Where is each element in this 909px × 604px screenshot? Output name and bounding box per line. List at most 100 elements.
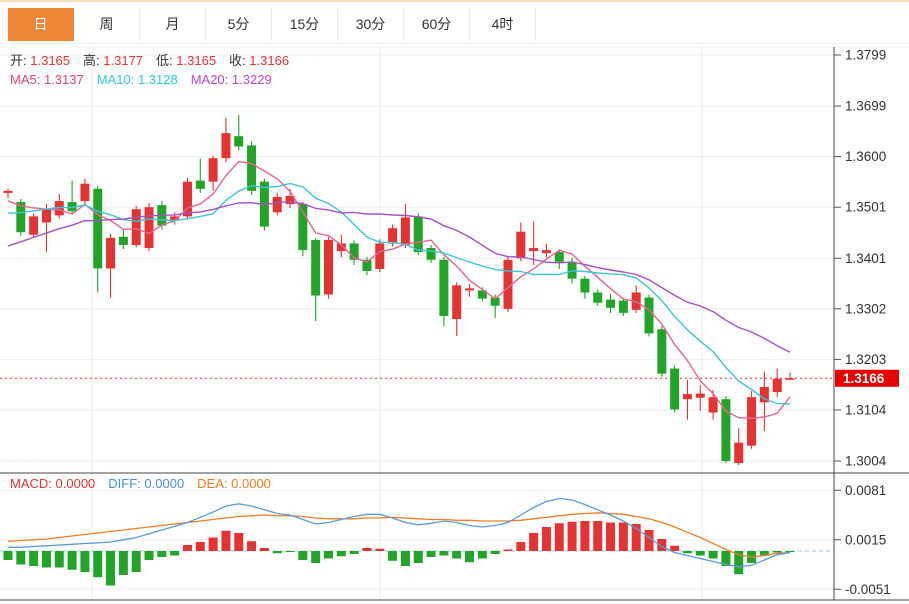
candle-body [362,259,372,272]
price-axis-labels: 1.3799 1.3699 1.3600 1.3501 1.3401 1.3302 1.32… [834,48,887,469]
macd-bar [54,551,64,568]
macd-bar [708,551,718,559]
period-tabbar: 日周月 5分 15分 30分 60分 4时 [8,8,536,41]
candle-body [452,285,462,320]
macd-bar [118,551,128,575]
candle-body [29,216,39,235]
candle-body [606,299,616,308]
candle-body [234,136,244,147]
macd-bar [311,551,321,563]
macd-tick-label: 0.0081 [845,483,886,498]
macd-bar [247,541,257,551]
legend-value: 1.3229 [231,72,272,87]
price-tick-label: 1.3699 [845,99,886,114]
legend-ma-item: MA5: 1.3137 [10,72,84,87]
candle-body [413,216,423,253]
price-tick-label: 1.3799 [845,48,886,63]
macd-bar [477,551,487,559]
macd-bar [413,551,423,563]
macd-bar [465,551,475,563]
candle-body [785,378,795,380]
macd-bar [234,533,244,551]
candle-body [311,239,321,296]
tab-week[interactable]: 周 [74,8,140,41]
macd-bar [426,551,436,557]
macd-bar [221,530,231,551]
candle-body [182,181,192,217]
candle-body [67,202,77,212]
current-price-label: 1.3166 [843,371,885,386]
candle-body [516,231,526,259]
macd-bar [593,521,603,551]
candle-body [747,397,757,446]
tab-30min[interactable]: 30分 [338,8,404,41]
candle-body [541,250,551,254]
legend-value: 0.0000 [55,476,96,491]
legend-value: 1.3137 [43,72,84,87]
candle-body [426,248,436,260]
legend-value: 1.3165 [30,53,71,68]
price-tick-label: 1.3004 [845,454,887,469]
legend-macd-item: DIFF: 0.0000 [108,476,184,491]
candle-body [759,386,769,403]
price-tick-label: 1.3501 [845,200,886,215]
current-price-tag: 1.3166 [835,369,899,387]
macd-bar [388,551,398,561]
price-tick-label: 1.3401 [845,251,886,266]
macd-bar [131,551,141,572]
dea-line [7,512,791,558]
macd-bar [657,539,667,551]
tab-4hour[interactable]: 4时 [470,8,536,41]
candle-body [170,216,180,221]
legend-ohlc-item: 开: 1.3165 [10,53,70,68]
candle-body [221,133,231,159]
price-tick-label: 1.3203 [845,352,886,367]
macd-bar [144,551,154,560]
legend-ma-item: MA10: 1.3128 [97,72,178,87]
tab-60min[interactable]: 60分 [404,8,470,41]
legend-ohlc-item: 低: 1.3165 [156,53,216,68]
macd-bar [785,551,795,552]
tab-15min[interactable]: 15分 [272,8,338,41]
price-tick-label: 1.3600 [845,149,886,164]
candle-body [682,394,692,400]
tab-month[interactable]: 月 [140,8,206,41]
candle-body [3,190,13,193]
candle-body [41,209,51,223]
macd-bar [182,545,192,551]
price-tick-label: 1.3302 [845,301,886,316]
macd-bar [721,551,731,566]
candle-body [131,209,141,245]
diff-line [8,497,791,568]
macd-bar [349,551,359,554]
candle-body [439,259,449,316]
candle-body [54,201,64,216]
ma-legend: MA5: 1.3137 MA10: 1.3128 MA20: 1.3229 [10,71,285,88]
tab-day[interactable]: 日 [8,8,74,41]
macd-bar [259,548,269,551]
macd-bar [452,551,462,559]
tab-5min[interactable]: 5分 [206,8,272,41]
macd-bar [80,551,90,572]
macd-bar [208,537,218,551]
legend-label: DIFF: [108,476,141,491]
candle-body [93,188,103,269]
macd-bar [106,551,116,586]
candle-body [106,237,116,269]
macd-bar [170,551,180,556]
macd-bar [644,530,654,551]
candle-body [349,243,359,260]
price-tick-label: 1.3104 [845,402,887,417]
macd-bar [529,533,539,551]
tabbar-divider [0,43,909,44]
macd-bar [490,551,500,554]
candle-body [644,297,654,334]
legend-label: 低: [156,53,173,68]
macd-bar [3,551,13,560]
candle-body [465,288,475,291]
macd-bar [41,551,51,568]
macd-bar [772,551,782,553]
candle-body [118,236,128,245]
